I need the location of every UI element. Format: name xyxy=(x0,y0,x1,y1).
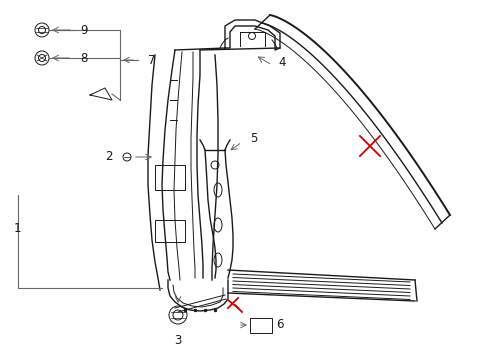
Text: 1: 1 xyxy=(14,221,21,234)
Text: 2: 2 xyxy=(105,150,112,163)
Text: 8: 8 xyxy=(80,51,87,64)
Text: 9: 9 xyxy=(80,23,87,36)
Bar xyxy=(155,165,184,190)
Bar xyxy=(155,220,184,242)
Text: 4: 4 xyxy=(278,55,285,68)
Text: 6: 6 xyxy=(275,319,283,332)
Bar xyxy=(249,318,271,333)
Text: 5: 5 xyxy=(249,131,257,144)
Text: 7: 7 xyxy=(148,54,155,67)
Text: 3: 3 xyxy=(174,333,182,346)
